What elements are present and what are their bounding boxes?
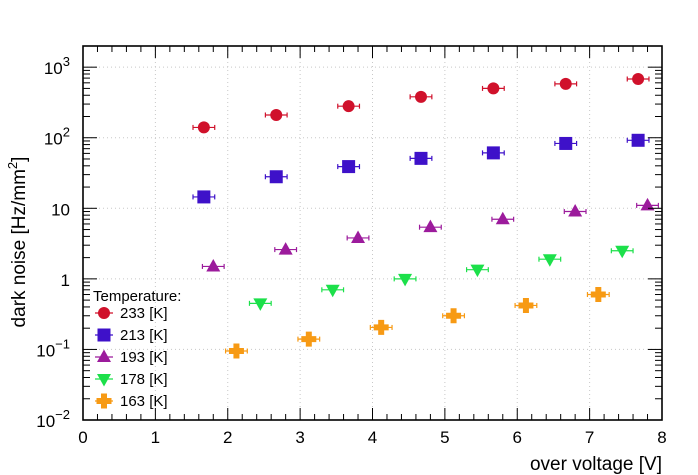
error-bars	[192, 76, 659, 354]
data-point-square	[342, 160, 356, 174]
y-tick-label: 1	[61, 271, 70, 290]
data-point-triangle-up	[278, 242, 293, 255]
data-point-cross	[373, 319, 389, 335]
y-tick-label: 102	[44, 125, 70, 149]
data-point-circle	[342, 100, 355, 113]
y-axis-title-close: ]	[9, 157, 30, 162]
data-point-triangle-up	[423, 219, 438, 233]
y-tick-label: 103	[44, 54, 70, 78]
legend-label: 193 [K]	[120, 349, 168, 366]
legend-label: 163 [K]	[120, 393, 168, 410]
legend-marker-square	[97, 328, 111, 342]
x-tick-label: 8	[657, 428, 666, 447]
legend-marker-circle	[98, 307, 110, 319]
x-tick-label: 6	[513, 428, 522, 447]
data-point-triangle-down	[615, 245, 630, 259]
data-point-triangle-up	[640, 197, 655, 211]
data-point-square	[559, 136, 573, 150]
data-point-cross	[518, 297, 534, 313]
y-axis-title-exponent: 2	[5, 162, 20, 169]
x-tick-label: 1	[151, 428, 160, 447]
data-point-circle	[632, 72, 645, 85]
data-point-square	[269, 170, 283, 184]
y-tick-label: 10	[51, 200, 70, 219]
y-tick-label: 10−1	[36, 336, 70, 360]
data-point-cross	[446, 308, 462, 324]
data-point-circle	[559, 77, 572, 90]
data-point-square	[197, 190, 211, 204]
legend-marker-triangle-up	[97, 349, 111, 362]
legend-label: 233 [K]	[120, 305, 168, 322]
legend-marker-cross	[96, 393, 112, 409]
data-point-triangle-down	[398, 273, 413, 287]
legend-title: Temperature:	[93, 288, 181, 305]
data-point-triangle-up	[568, 204, 583, 217]
legend-label: 213 [K]	[120, 327, 168, 344]
grid	[83, 46, 662, 420]
data-point-circle	[270, 108, 283, 121]
tick-labels: 0 1 2 3 4 5 6 7 8 10−2 10−1 1 10 102 103	[36, 54, 666, 447]
y-tick-label: 10−2	[36, 407, 70, 431]
data-point-triangle-down	[253, 298, 268, 311]
plot-frame	[82, 45, 663, 421]
data-point-circle	[414, 90, 427, 103]
data-point-square	[414, 151, 428, 165]
x-tick-label: 7	[585, 428, 594, 447]
data-point-triangle-up	[495, 211, 510, 225]
x-axis-title: over voltage [V]	[530, 454, 662, 475]
data-point-circle	[487, 82, 500, 95]
x-tick-label: 4	[368, 428, 377, 447]
data-point-triangle-up	[351, 230, 366, 243]
x-tick-label: 2	[223, 428, 232, 447]
y-axis-title: dark noise [Hz/mm2]	[5, 157, 30, 328]
data-markers	[197, 72, 655, 359]
data-point-cross	[590, 287, 606, 303]
data-point-triangle-up	[206, 258, 221, 272]
x-tick-label: 5	[440, 428, 449, 447]
data-point-triangle-down	[470, 264, 485, 278]
y-axis-title-main: dark noise [Hz/mm	[9, 169, 30, 327]
legend-marker-triangle-down	[97, 374, 111, 387]
data-point-cross	[228, 343, 244, 359]
legend: Temperature: 233 [K] 213 [K] 193 [K] 178 [K…	[93, 288, 181, 410]
x-tick-label: 0	[78, 428, 87, 447]
data-point-triangle-down	[542, 254, 557, 267]
data-point-triangle-down	[325, 284, 340, 298]
data-point-cross	[301, 331, 317, 347]
data-point-square	[486, 146, 500, 160]
data-point-square	[631, 133, 645, 147]
legend-label: 178 [K]	[120, 371, 168, 388]
data-point-circle	[197, 121, 210, 134]
x-tick-label: 3	[295, 428, 304, 447]
